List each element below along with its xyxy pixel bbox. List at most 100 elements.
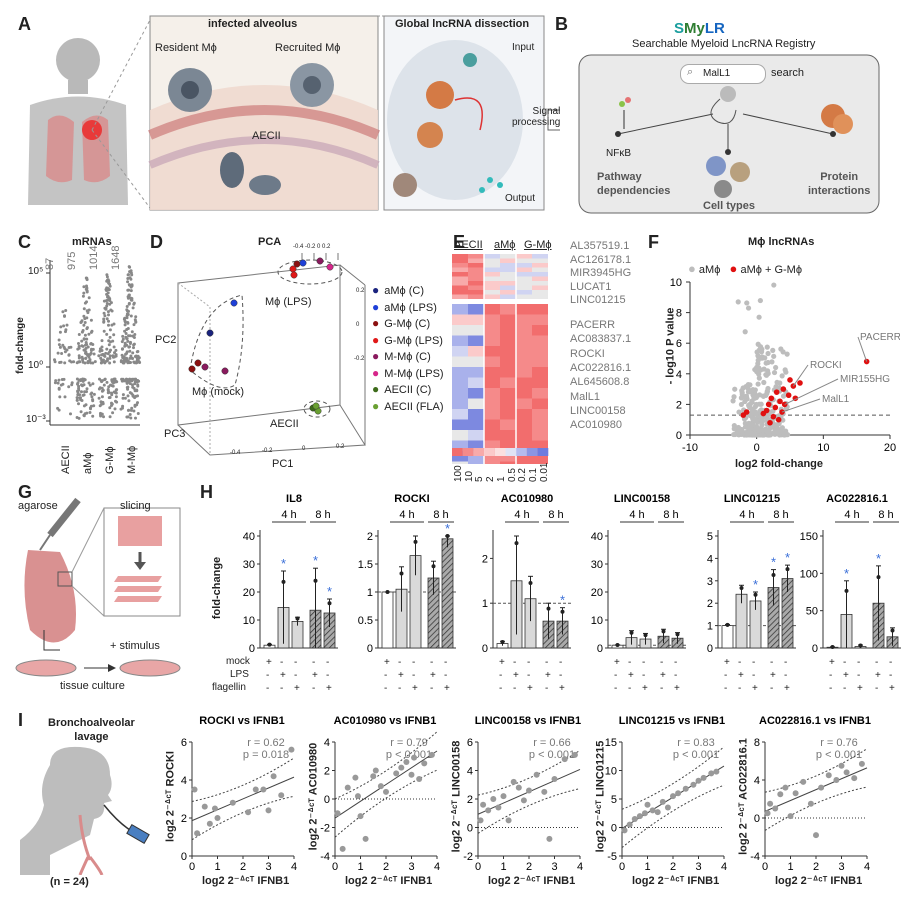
pca-legend-label: AECII (C) — [384, 384, 432, 396]
volcano-point — [757, 297, 763, 304]
scatter-point — [621, 827, 628, 834]
pca-legend-item: ● aMϕ (C) — [372, 283, 444, 300]
time-label-4h: 4 h — [399, 509, 414, 521]
gene-dot — [120, 340, 124, 344]
volcano-point — [753, 401, 759, 408]
gene-dot — [92, 352, 96, 356]
gene-dot — [89, 318, 93, 322]
gene-dot — [131, 351, 135, 355]
gene-dot — [100, 395, 104, 399]
gene-dot — [127, 379, 131, 383]
color-scale-swatch — [452, 448, 463, 456]
gene-dot — [105, 302, 109, 305]
bar-chart-ytick: 2 — [367, 531, 373, 543]
replicate-point — [431, 564, 436, 569]
heatmap-cell — [452, 346, 468, 357]
scatter-ytick: 8 — [754, 737, 760, 749]
cell-types-icon — [706, 156, 750, 198]
replicate-point — [413, 539, 418, 544]
heatmap-gene-label: PACERR — [570, 319, 616, 331]
scatter-xlabel: log2 2⁻ᐞᶜᵀ IFNB1 — [345, 875, 433, 887]
gene-dot — [107, 281, 111, 285]
volcano-point-highlight — [765, 401, 772, 408]
pca-legend-label: AECII (FLA) — [384, 400, 444, 413]
heatmap-cell — [532, 356, 548, 367]
volcano-point — [758, 417, 765, 423]
volcano-point — [756, 375, 762, 381]
gene-dot — [85, 290, 89, 294]
gene-dot — [109, 383, 112, 387]
correlation-r: r = 0.76 — [820, 737, 858, 749]
scatter-ytick: 6 — [181, 737, 187, 749]
pca-point — [316, 257, 324, 265]
treatment-mark: + — [738, 670, 744, 681]
gene-dot — [123, 396, 127, 400]
pc1-label: PC1 — [272, 458, 294, 470]
scatter-point — [838, 762, 845, 769]
gene-dot — [136, 350, 140, 353]
replicate-point — [771, 572, 776, 577]
pca-point — [293, 260, 301, 268]
gene-dot — [65, 323, 69, 327]
gene-dot — [103, 354, 107, 358]
volcano-xlabel: log2 fold-change — [735, 458, 823, 470]
confidence-band — [764, 748, 868, 793]
gene-dot — [128, 382, 132, 386]
gene-dot — [130, 298, 134, 302]
gene-dot — [113, 391, 117, 394]
heatmap-cell — [468, 388, 484, 399]
gene-dot — [127, 345, 131, 349]
bar-chart-ytick: 0 — [597, 643, 603, 655]
time-label-4h: 4 h — [281, 509, 296, 521]
volcano-point — [743, 393, 750, 399]
pca-point — [206, 329, 214, 337]
gene-dot — [77, 388, 81, 392]
volcano-point — [780, 417, 786, 423]
gene-dot — [126, 387, 130, 391]
bar — [381, 591, 394, 649]
panel-d-bottom-tick-1: -0.2 — [262, 448, 273, 454]
gene-dot — [130, 330, 134, 334]
gene-dot — [102, 383, 106, 387]
treatment-mark: + — [266, 657, 272, 668]
treatment-mark: - — [829, 683, 833, 694]
heatmap-cell — [500, 294, 516, 299]
treatment-mark: - — [843, 657, 847, 668]
heatmap-cell — [500, 409, 516, 420]
heatmap-cell — [468, 258, 484, 263]
heatmap-cell — [452, 290, 468, 295]
volcano-point — [764, 413, 771, 419]
gene-dot — [99, 400, 103, 404]
scatter-point — [825, 772, 832, 779]
gene-dot — [133, 382, 137, 386]
heatmap-gene-label: ROCKI — [570, 347, 605, 360]
gene-dot — [82, 404, 86, 408]
heatmap-cell — [452, 388, 468, 399]
treatment-mark: - — [430, 683, 434, 694]
scatter-point — [206, 820, 213, 827]
replicate-point — [560, 609, 565, 614]
volcano-point-highlight — [797, 380, 803, 386]
treatment-mark: - — [294, 670, 298, 681]
volcano-point — [764, 344, 770, 350]
replicate-point — [514, 541, 519, 546]
heatmap-cell — [532, 281, 548, 286]
gene-dot — [98, 347, 102, 351]
heatmap-cell — [452, 263, 468, 268]
panel-c-plot — [46, 260, 142, 426]
volcano-gene-label: MIR155HG — [840, 374, 890, 385]
scatter-point — [421, 760, 428, 767]
search-input[interactable]: ⌕ MalL1 — [680, 64, 766, 84]
heatmap-cell — [468, 276, 484, 281]
confidence-band — [191, 757, 295, 802]
gene-dot — [82, 414, 86, 418]
panel-c-title: mRNAs — [72, 236, 112, 248]
time-label-4h: 4 h — [514, 509, 529, 521]
treatment-mark: - — [642, 670, 646, 681]
search-button[interactable]: search — [771, 67, 805, 79]
treatment-mark: - — [724, 683, 728, 694]
heatmap-cell — [500, 419, 516, 430]
scatter-point — [362, 835, 369, 842]
replicate-point — [643, 633, 648, 638]
scatter-point — [533, 771, 540, 778]
